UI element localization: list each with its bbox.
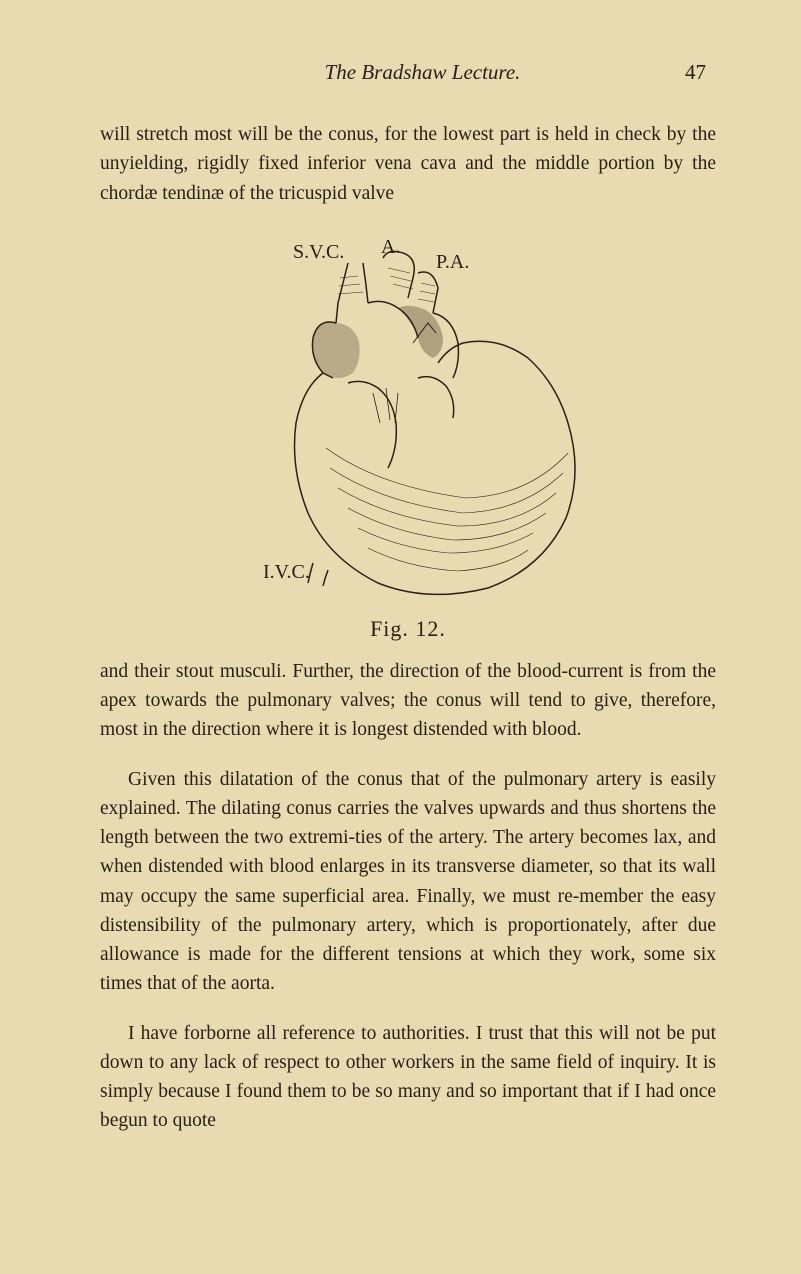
- label-a: A.: [381, 236, 400, 258]
- paragraph-4: I have forborne all reference to authori…: [100, 1019, 716, 1136]
- label-ivc: I.V.C.: [263, 561, 310, 583]
- figure-caption: Fig. 12.: [100, 616, 716, 642]
- label-pa: P.A.: [436, 251, 469, 273]
- page-number: 47: [685, 60, 706, 85]
- paragraph-3: Given this dilatation of the conus that …: [100, 765, 716, 999]
- figure-12: S.V.C. A. P.A. I.V.C.: [100, 228, 716, 642]
- label-svc: S.V.C.: [293, 241, 344, 263]
- paragraph-1: will stretch most will be the conus, for…: [100, 120, 716, 208]
- heart-diagram: S.V.C. A. P.A. I.V.C.: [218, 228, 598, 608]
- running-title: The Bradshaw Lecture.: [110, 60, 685, 85]
- page-header: The Bradshaw Lecture. 47: [100, 60, 716, 85]
- paragraph-2: and their stout musculi. Further, the di…: [100, 657, 716, 745]
